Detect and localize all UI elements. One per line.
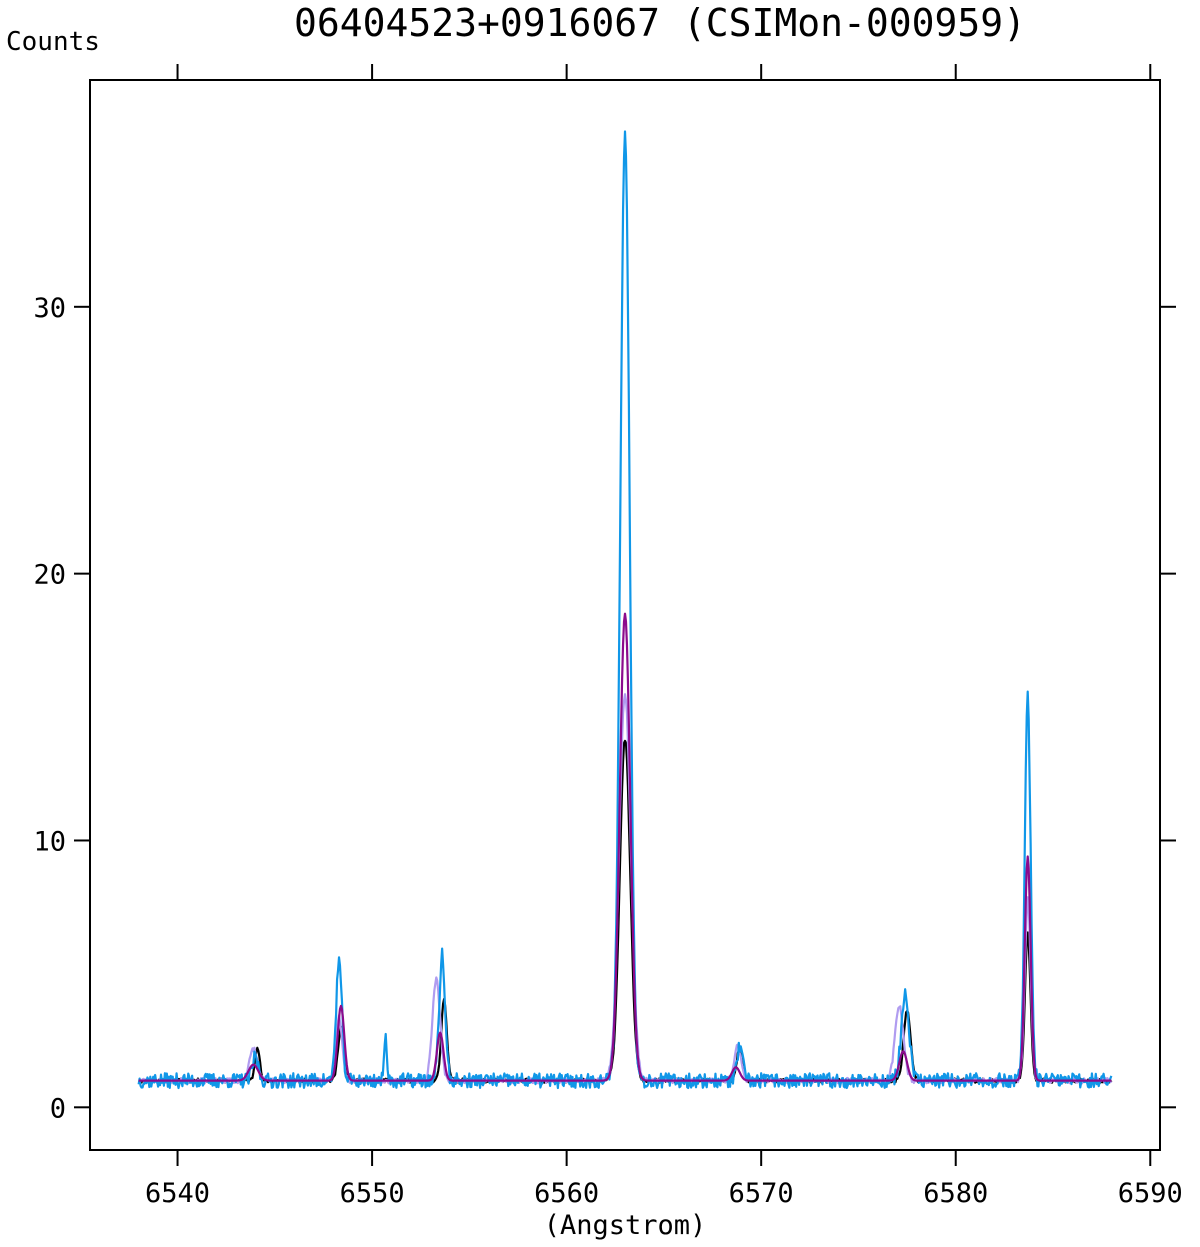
plot-frame [89, 79, 1161, 1151]
y-tick-label-0: 0 [50, 1093, 66, 1124]
y-tick-label-2: 20 [33, 560, 66, 591]
spectrum-series-1 [138, 693, 1113, 1085]
axis-tick-labels: 6540 6550 6560 6570 6580 6590 0 10 20 30 [33, 293, 1182, 1209]
y-tick-label-1: 10 [33, 826, 66, 857]
x-tick-label-0: 6540 [145, 1178, 210, 1209]
x-tick-label-4: 6580 [923, 1178, 988, 1209]
chart-title: 06404523+0916067 (CSIMon-000959) [294, 1, 1026, 45]
axis-ticks [74, 64, 1176, 1166]
x-tick-label-2: 6560 [534, 1178, 599, 1209]
y-axis-label: Counts [6, 27, 100, 57]
x-tick-label-3: 6570 [729, 1178, 794, 1209]
series-lines [137, 130, 1113, 1090]
x-tick-label-5: 6590 [1118, 1178, 1183, 1209]
spectrum-series-0 [138, 739, 1113, 1084]
x-axis-label: (Angstrom) [544, 1210, 707, 1241]
spectrum-series-2 [137, 130, 1113, 1090]
x-tick-label-1: 6550 [340, 1178, 405, 1209]
y-tick-label-3: 30 [33, 293, 66, 324]
spectrum-series-3 [138, 612, 1112, 1082]
